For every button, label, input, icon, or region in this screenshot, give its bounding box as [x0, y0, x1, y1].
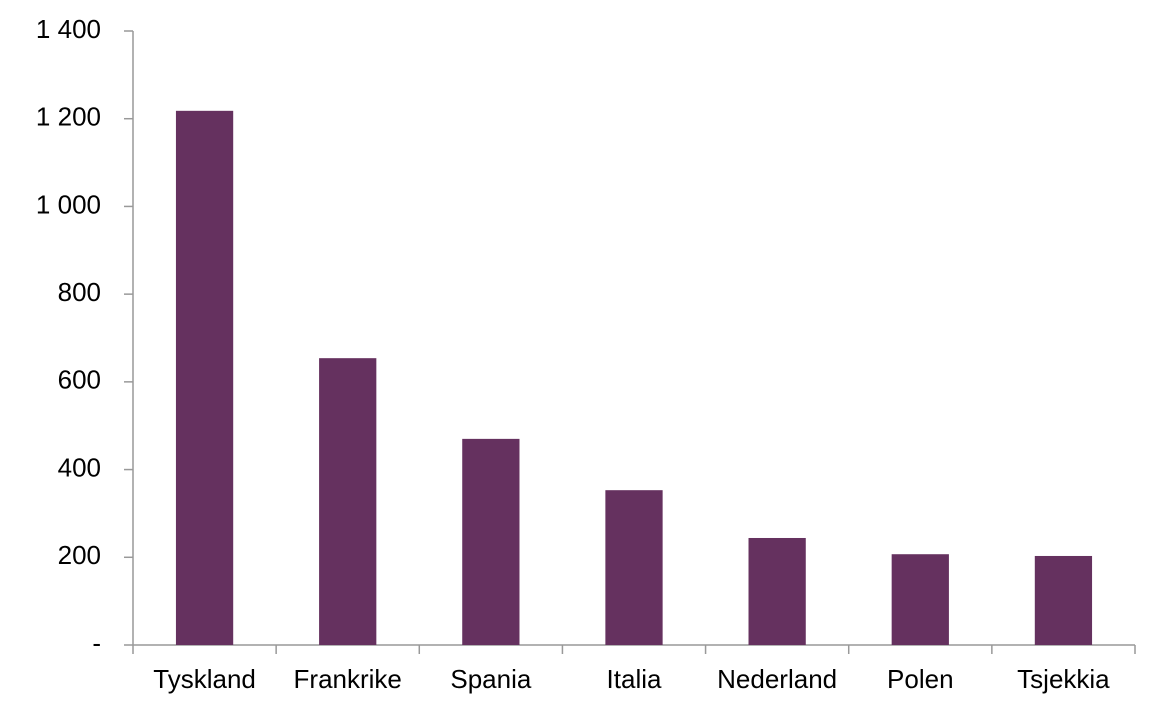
x-tick-label: Frankrike [294, 664, 402, 694]
y-tick-label: 1 000 [36, 189, 101, 219]
y-tick-label: 1 400 [36, 14, 101, 44]
bar [748, 537, 806, 645]
y-tick-label: 200 [58, 540, 101, 570]
bar [319, 358, 377, 645]
bar [175, 110, 234, 645]
bar [891, 554, 949, 645]
y-tick-label: 400 [58, 452, 101, 482]
bar [462, 438, 520, 645]
x-tick-label: Polen [887, 664, 954, 694]
bar [1034, 555, 1093, 645]
y-tick-label: 1 200 [36, 102, 101, 132]
bar [605, 490, 663, 645]
y-tick-label: 800 [58, 277, 101, 307]
x-tick-label: Tsjekkia [1017, 664, 1110, 694]
x-tick-label: Tyskland [153, 664, 256, 694]
y-tick-label: - [92, 628, 101, 658]
x-tick-label: Spania [450, 664, 531, 694]
y-tick-label: 600 [58, 365, 101, 395]
x-tick-label: Italia [607, 664, 662, 694]
x-tick-label: Nederland [717, 664, 837, 694]
